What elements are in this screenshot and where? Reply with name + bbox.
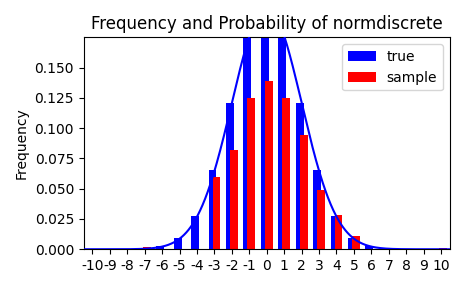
- Bar: [209, 170, 216, 249]
- Bar: [296, 103, 304, 249]
- Bar: [317, 190, 325, 249]
- Bar: [143, 247, 151, 249]
- Bar: [244, 38, 251, 249]
- Legend: true, sample: true, sample: [342, 44, 443, 90]
- Bar: [282, 98, 290, 249]
- Bar: [334, 215, 342, 249]
- Bar: [247, 98, 255, 249]
- Bar: [331, 215, 339, 249]
- Bar: [365, 246, 373, 249]
- Bar: [313, 170, 321, 249]
- Title: Frequency and Probability of normdiscrete: Frequency and Probability of normdiscret…: [91, 15, 443, 33]
- Bar: [213, 177, 220, 249]
- Bar: [191, 215, 199, 249]
- Bar: [299, 135, 307, 249]
- Bar: [156, 246, 164, 249]
- Bar: [352, 236, 360, 249]
- Bar: [279, 38, 286, 249]
- Y-axis label: Frequency: Frequency: [15, 107, 29, 179]
- Bar: [439, 248, 447, 249]
- Bar: [261, 10, 269, 249]
- Bar: [226, 103, 234, 249]
- Bar: [174, 238, 182, 249]
- Bar: [265, 81, 272, 249]
- Bar: [230, 150, 238, 249]
- Bar: [387, 248, 395, 249]
- Bar: [348, 238, 356, 249]
